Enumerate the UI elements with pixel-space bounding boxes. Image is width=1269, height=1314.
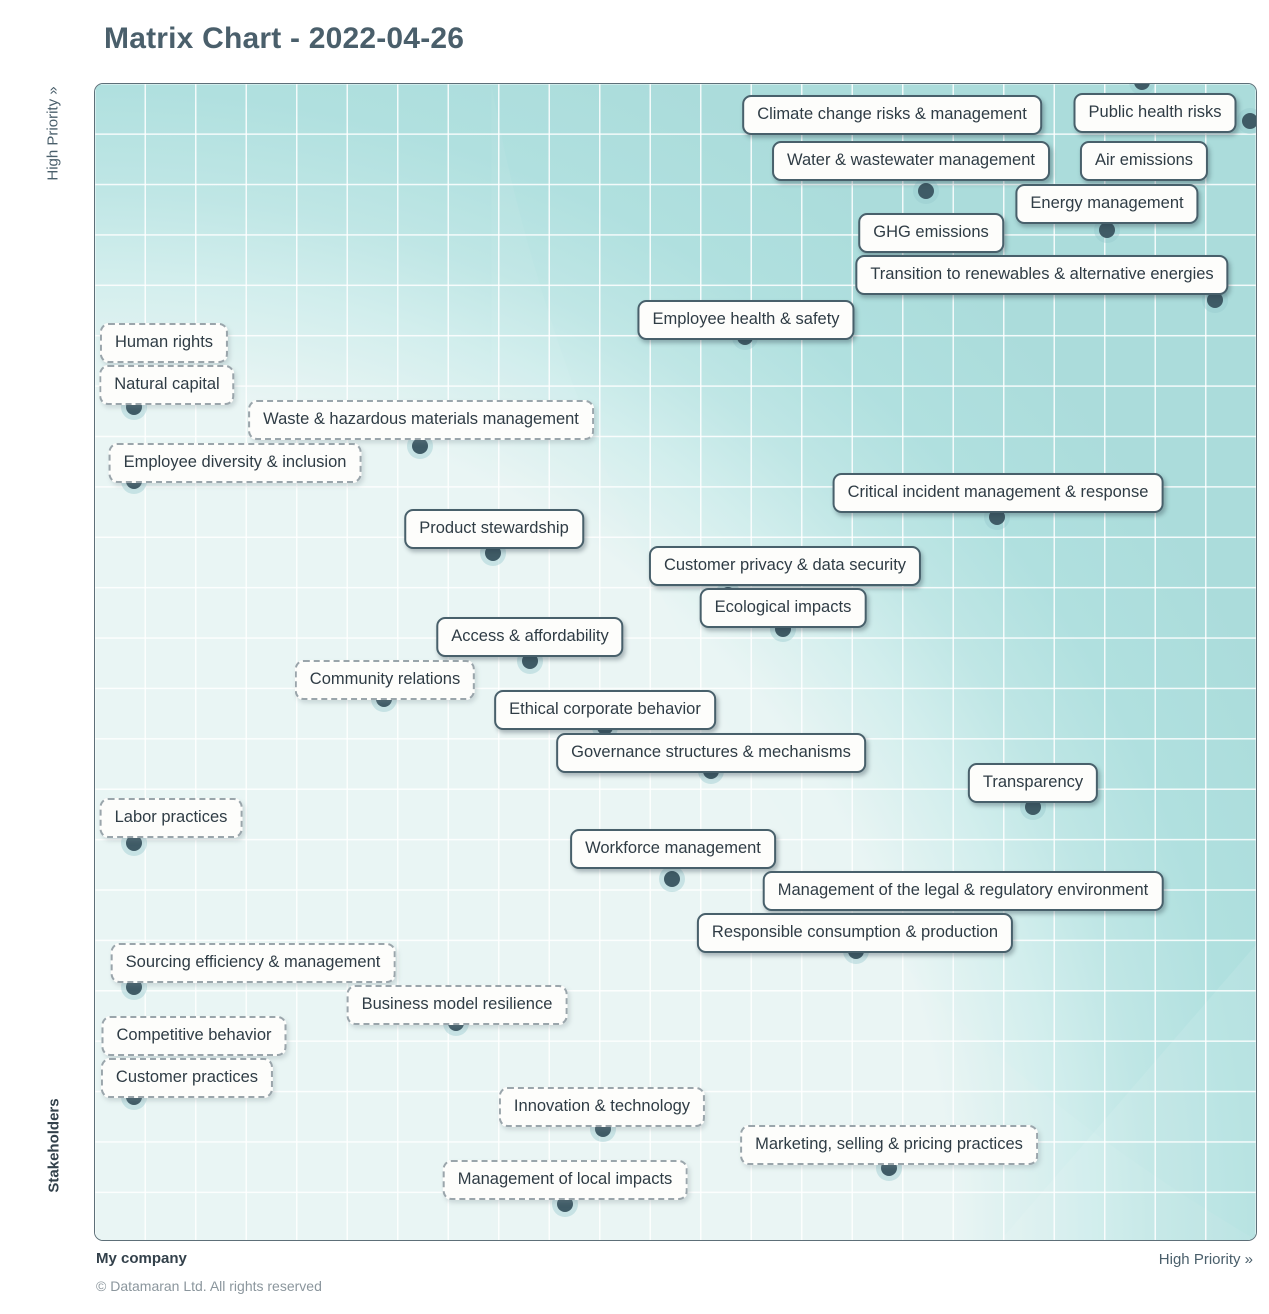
topic-label[interactable]: Workforce management — [570, 829, 776, 869]
topic-label[interactable]: Management of local impacts — [442, 1160, 688, 1200]
topic-label[interactable]: Employee health & safety — [637, 300, 855, 340]
topic-label[interactable]: Access & affordability — [436, 617, 624, 657]
page-title: Matrix Chart - 2022-04-26 — [104, 22, 465, 55]
data-point[interactable] — [1099, 222, 1115, 238]
y-axis-stakeholders-label: Stakeholders — [45, 1098, 63, 1193]
topic-label[interactable]: Ecological impacts — [699, 588, 867, 628]
materiality-matrix-plot: Public health risks Climate change risks … — [94, 83, 1257, 1241]
topic-label[interactable]: Community relations — [294, 660, 476, 700]
topic-label[interactable]: Transition to renewables & alternative e… — [855, 255, 1229, 295]
topic-label[interactable]: Air emissions — [1079, 141, 1209, 181]
topic-label[interactable]: Customer practices — [100, 1058, 274, 1098]
topic-label[interactable]: Sourcing efficiency & management — [110, 943, 396, 983]
topic-label[interactable]: Responsible consumption & production — [696, 913, 1014, 953]
data-point[interactable] — [918, 183, 934, 199]
topic-label[interactable]: Energy management — [1015, 184, 1199, 224]
topic-label[interactable]: Human rights — [99, 323, 229, 363]
data-point[interactable] — [989, 509, 1005, 525]
topic-label[interactable]: Management of the legal & regulatory env… — [762, 871, 1164, 911]
topic-label[interactable]: Waste & hazardous materials management — [248, 400, 594, 440]
data-point[interactable] — [126, 835, 142, 851]
topic-label[interactable]: Marketing, selling & pricing practices — [740, 1125, 1038, 1165]
topic-label[interactable]: Climate change risks & management — [742, 95, 1042, 135]
y-axis-high-priority-label: High Priority » — [44, 86, 62, 181]
topic-label[interactable]: Governance structures & mechanisms — [556, 733, 866, 773]
footer-copyright: © Datamaran Ltd. All rights reserved — [96, 1278, 322, 1294]
topic-label[interactable]: Ethical corporate behavior — [494, 690, 716, 730]
data-point[interactable] — [1242, 113, 1256, 129]
topic-label[interactable]: Public health risks — [1073, 93, 1237, 133]
topic-label[interactable]: GHG emissions — [858, 213, 1004, 253]
topic-label[interactable]: Customer privacy & data security — [648, 546, 922, 586]
topic-label[interactable]: Innovation & technology — [498, 1087, 706, 1127]
topic-label[interactable]: Labor practices — [99, 798, 243, 838]
footer-company-name: My company — [96, 1250, 187, 1267]
topic-labels-layer: Public health risks Climate change risks … — [95, 84, 1256, 1240]
data-point[interactable] — [664, 871, 680, 887]
data-point[interactable] — [1134, 84, 1150, 90]
data-point[interactable] — [1025, 799, 1041, 815]
topic-label[interactable]: Critical incident management & response — [832, 473, 1164, 513]
data-point[interactable] — [412, 438, 428, 454]
topic-label[interactable]: Employee diversity & inclusion — [108, 443, 362, 483]
data-point[interactable] — [126, 979, 142, 995]
x-axis-high-priority-label: High Priority » — [1158, 1251, 1253, 1268]
topic-label[interactable]: Business model resilience — [346, 985, 568, 1025]
topic-label[interactable]: Competitive behavior — [101, 1016, 287, 1056]
topic-label[interactable]: Natural capital — [99, 365, 235, 405]
topic-label[interactable]: Water & wastewater management — [772, 141, 1050, 181]
data-point[interactable] — [485, 545, 501, 561]
topic-label[interactable]: Product stewardship — [404, 509, 584, 549]
topic-label[interactable]: Transparency — [967, 763, 1099, 803]
data-point[interactable] — [557, 1196, 573, 1212]
data-point[interactable] — [1207, 292, 1223, 308]
data-point[interactable] — [522, 653, 538, 669]
